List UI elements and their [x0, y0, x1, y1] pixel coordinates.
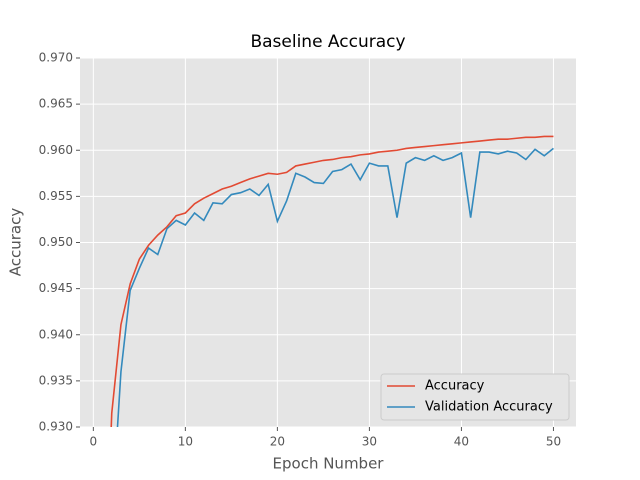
- y-tick-label: 0.970: [39, 51, 73, 65]
- data-line: [116, 147, 554, 427]
- legend-label: Validation Accuracy: [425, 400, 553, 415]
- x-axis-label: Epoch Number: [273, 455, 385, 473]
- y-tick-label: 0.930: [39, 420, 73, 434]
- y-tick-label: 0.955: [39, 189, 73, 203]
- y-tick-label: 0.960: [39, 143, 73, 157]
- x-tick-label: 40: [454, 435, 469, 449]
- x-tick-label: 20: [270, 435, 285, 449]
- x-tick-label: 0: [90, 435, 98, 449]
- data-line: [110, 135, 554, 427]
- y-tick-label: 0.945: [39, 281, 73, 295]
- y-axis-label: Accuracy: [7, 208, 25, 277]
- grid: [80, 57, 576, 428]
- legend: Accuracy Validation Accuracy: [380, 373, 570, 421]
- lines: [110, 135, 554, 427]
- legend-box: [380, 373, 570, 421]
- x-tick-label: 50: [546, 435, 561, 449]
- y-tick-label: 0.950: [39, 235, 73, 249]
- y-tick-label: 0.940: [39, 327, 73, 341]
- x-tick-label: 30: [362, 435, 377, 449]
- legend-label: Accuracy: [425, 379, 485, 394]
- chart-title: Baseline Accuracy: [250, 32, 405, 52]
- y-tick-label: 0.935: [39, 373, 73, 387]
- y-tick-label: 0.965: [39, 97, 73, 111]
- x-tick-label: 10: [178, 435, 193, 449]
